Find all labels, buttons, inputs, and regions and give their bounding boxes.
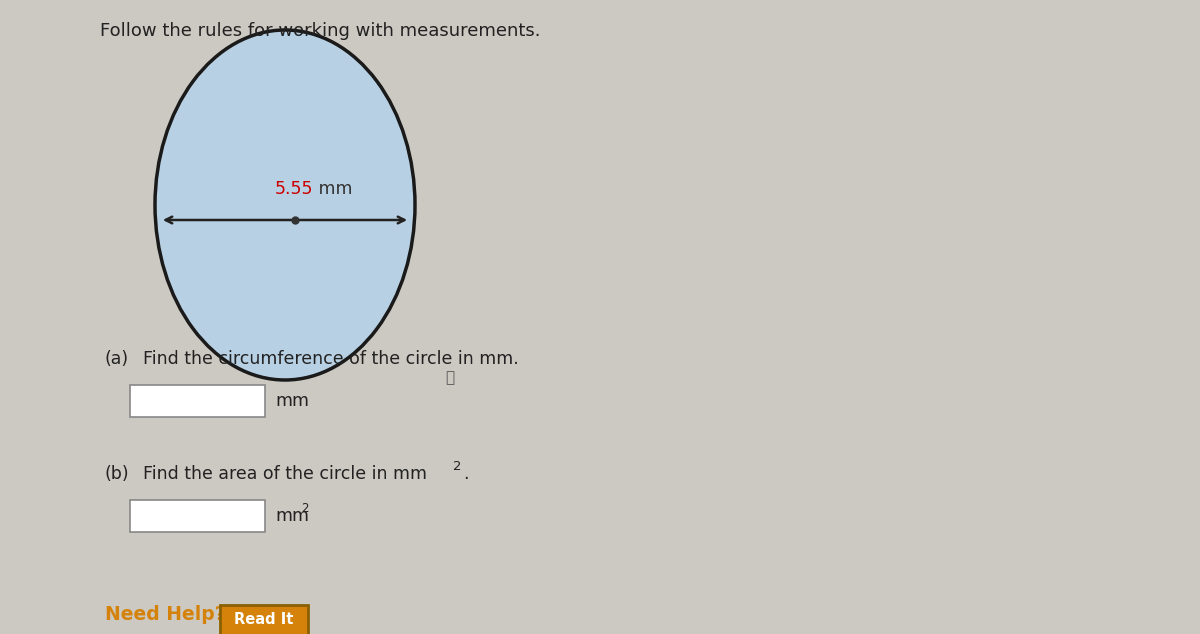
Text: Follow the rules for working with measurements.: Follow the rules for working with measur… bbox=[100, 22, 540, 40]
Text: 2: 2 bbox=[301, 501, 308, 515]
Ellipse shape bbox=[155, 30, 415, 380]
FancyBboxPatch shape bbox=[130, 385, 265, 417]
Text: Need Help?: Need Help? bbox=[106, 605, 226, 624]
Text: 2: 2 bbox=[454, 460, 462, 473]
Text: 5.55: 5.55 bbox=[275, 180, 313, 198]
Text: (b): (b) bbox=[106, 465, 130, 483]
Text: Read It: Read It bbox=[234, 612, 294, 628]
Text: Find the circumference of the circle in mm.: Find the circumference of the circle in … bbox=[143, 350, 518, 368]
Text: .: . bbox=[463, 465, 468, 483]
Text: ⓘ: ⓘ bbox=[445, 370, 455, 385]
Text: mm: mm bbox=[275, 507, 310, 525]
FancyBboxPatch shape bbox=[220, 605, 308, 634]
Text: (a): (a) bbox=[106, 350, 130, 368]
Text: mm: mm bbox=[313, 180, 353, 198]
FancyBboxPatch shape bbox=[130, 500, 265, 532]
Text: Find the area of the circle in mm: Find the area of the circle in mm bbox=[143, 465, 427, 483]
Text: mm: mm bbox=[275, 392, 310, 410]
